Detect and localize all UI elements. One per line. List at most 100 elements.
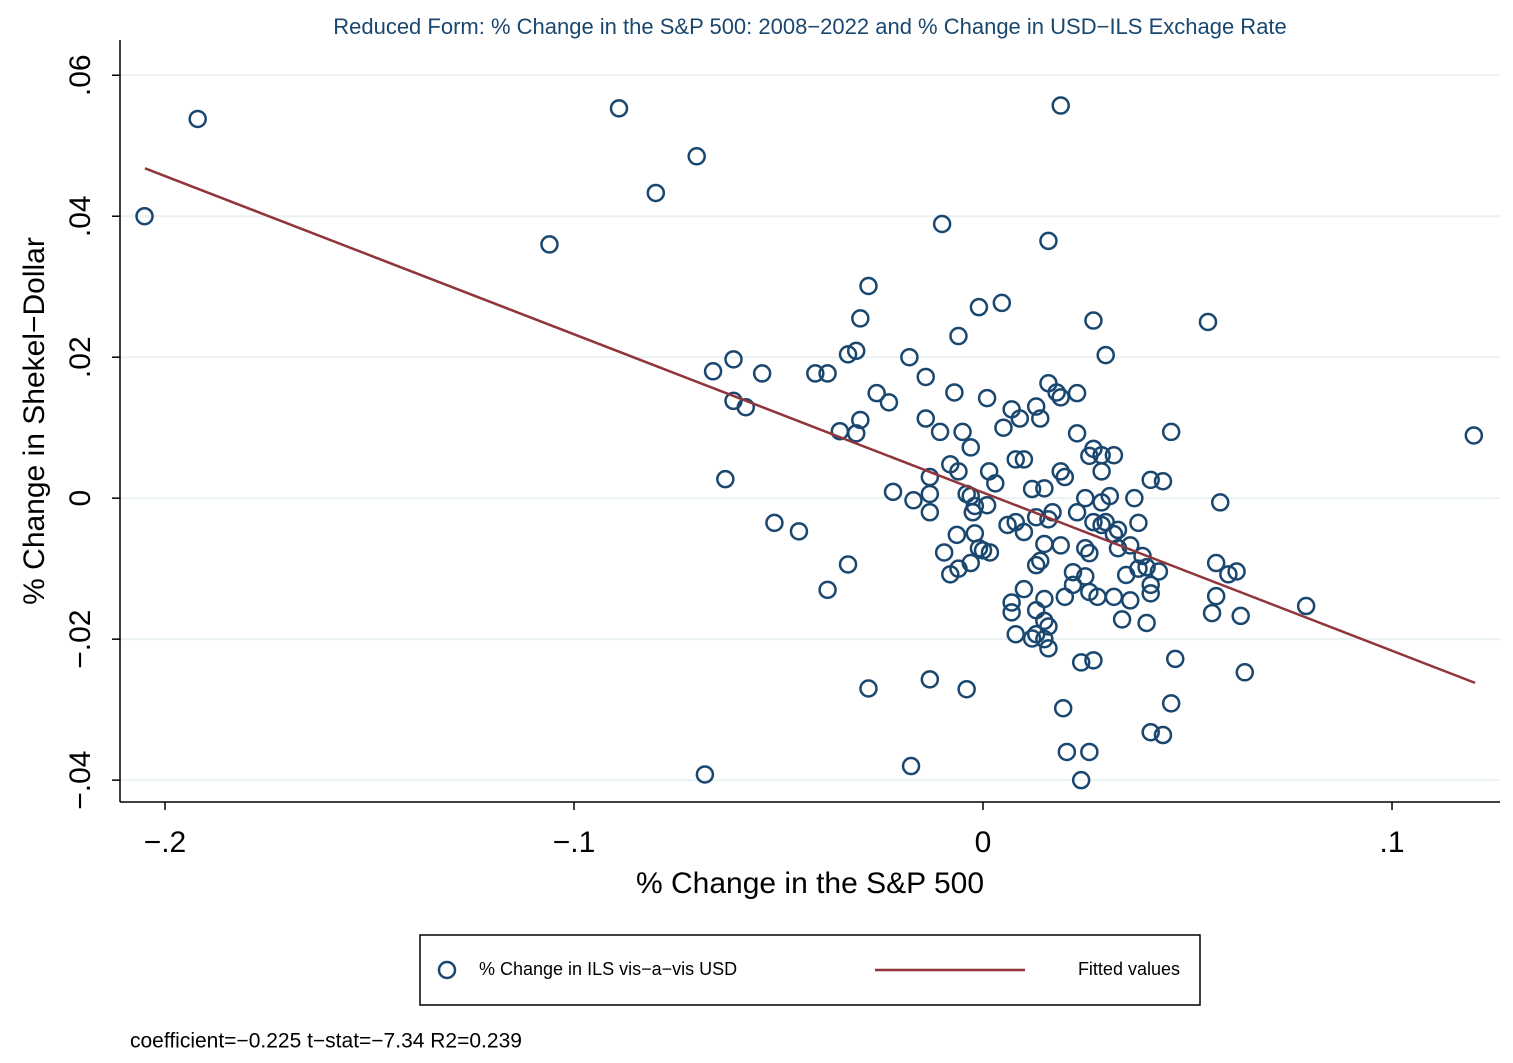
scatter-point <box>1067 503 1087 522</box>
scatter-point <box>1141 722 1160 742</box>
y-tick-label: .04 <box>64 195 97 237</box>
scatter-point <box>609 99 629 118</box>
scatter-point <box>969 297 989 317</box>
scatter-point <box>994 418 1013 437</box>
y-tick-label: 0 <box>64 490 97 507</box>
scatter-point <box>1026 397 1046 416</box>
scatter-point <box>1055 587 1075 607</box>
scatter-point <box>1084 512 1103 532</box>
scatter-point <box>1206 586 1226 606</box>
scatter-point <box>1129 513 1148 533</box>
x-tick-label: 0 <box>975 826 992 859</box>
scatter-point <box>716 469 735 489</box>
scatter-point <box>1116 565 1136 585</box>
fit-line <box>144 167 1476 685</box>
scatter-point <box>1067 383 1087 403</box>
scatter-point <box>953 422 972 442</box>
scatter-point <box>188 109 207 129</box>
scatter-point <box>1092 493 1111 512</box>
scatter-point <box>1026 555 1046 575</box>
scatter-point <box>1141 584 1160 603</box>
scatter-point <box>1080 446 1099 466</box>
scatter-point <box>1039 639 1058 658</box>
scatter-point <box>1053 698 1073 718</box>
legend-swatch <box>437 960 457 980</box>
scatter-point <box>838 555 858 574</box>
scatter-point <box>1071 770 1091 790</box>
scatter-point <box>986 474 1005 493</box>
scatter-point <box>1104 445 1124 465</box>
scatter-point <box>916 367 935 387</box>
scatter-point <box>998 515 1017 535</box>
scatter-point <box>724 350 743 369</box>
scatter-point <box>1137 613 1156 633</box>
scatter-point <box>1014 579 1034 599</box>
chart-title: Reduced Form: % Change in the S&P 500: 2… <box>333 14 1287 39</box>
scatter-point <box>949 462 968 481</box>
scatter-point <box>1035 629 1054 649</box>
scatter-point <box>949 326 968 346</box>
scatter-point <box>818 580 837 600</box>
legend-label: Fitted values <box>1078 959 1180 979</box>
scatter-point <box>1235 663 1255 682</box>
scatter-point <box>1080 742 1099 762</box>
scatter-point <box>930 422 950 442</box>
scatter-point <box>752 364 772 383</box>
scatter-point <box>846 341 866 361</box>
scatter-point <box>859 679 878 698</box>
scatter-point <box>687 147 706 166</box>
scatter-point <box>1141 470 1160 490</box>
scatter-point <box>1047 383 1066 402</box>
scatter-point <box>879 393 899 412</box>
scatter-point <box>1051 96 1070 115</box>
scatter-point <box>941 565 960 584</box>
scatter-point <box>992 293 1012 313</box>
scatter-point <box>1153 472 1173 491</box>
scatter-point <box>1031 551 1050 571</box>
scatter-point <box>932 214 952 234</box>
scatter-point <box>1202 603 1222 623</box>
y-tick-label: .06 <box>64 54 97 96</box>
scatter-point <box>1112 610 1132 629</box>
scatter-point <box>1002 603 1021 622</box>
scatter-point <box>883 482 903 502</box>
scatter-point <box>1076 538 1095 558</box>
x-tick-label: −.2 <box>144 826 187 859</box>
scatter-point <box>646 183 666 203</box>
scatter-point <box>1161 422 1181 442</box>
scatter-point <box>818 364 837 383</box>
scatter-point <box>1296 596 1316 616</box>
scatter-point <box>1231 606 1250 626</box>
x-tick-label: −.1 <box>553 826 596 859</box>
scatter-point <box>1014 450 1034 469</box>
scatter-point <box>963 503 983 522</box>
scatter-point <box>1035 479 1054 498</box>
scatter-point <box>1076 488 1095 508</box>
scatter-point <box>980 543 1000 562</box>
scatter-point <box>1227 562 1246 581</box>
scatter-point <box>1067 424 1087 443</box>
scatter-point <box>1055 467 1075 487</box>
scatter-point <box>1014 522 1034 542</box>
scatter-point <box>1063 562 1083 582</box>
scatter-point <box>867 383 886 403</box>
scatter-point <box>1022 479 1042 499</box>
scatter-point <box>1084 311 1103 330</box>
y-tick-label: −.02 <box>64 610 97 669</box>
scatter-point <box>736 398 756 417</box>
scatter-point <box>1010 409 1030 428</box>
scatter-point <box>695 765 715 784</box>
scatter-point <box>1464 426 1484 445</box>
scatter-point <box>703 362 723 381</box>
scatter-point <box>1149 562 1169 581</box>
scatter-point <box>1006 450 1025 469</box>
scatter-point <box>1039 510 1058 529</box>
annotation: coefficient=−0.225 t−stat=−7.34 R2=0.239 <box>130 1030 522 1053</box>
scatter-point <box>920 503 940 522</box>
scatter-point <box>1051 388 1070 407</box>
scatter-point <box>1022 629 1042 648</box>
legend-box <box>419 934 1201 1006</box>
